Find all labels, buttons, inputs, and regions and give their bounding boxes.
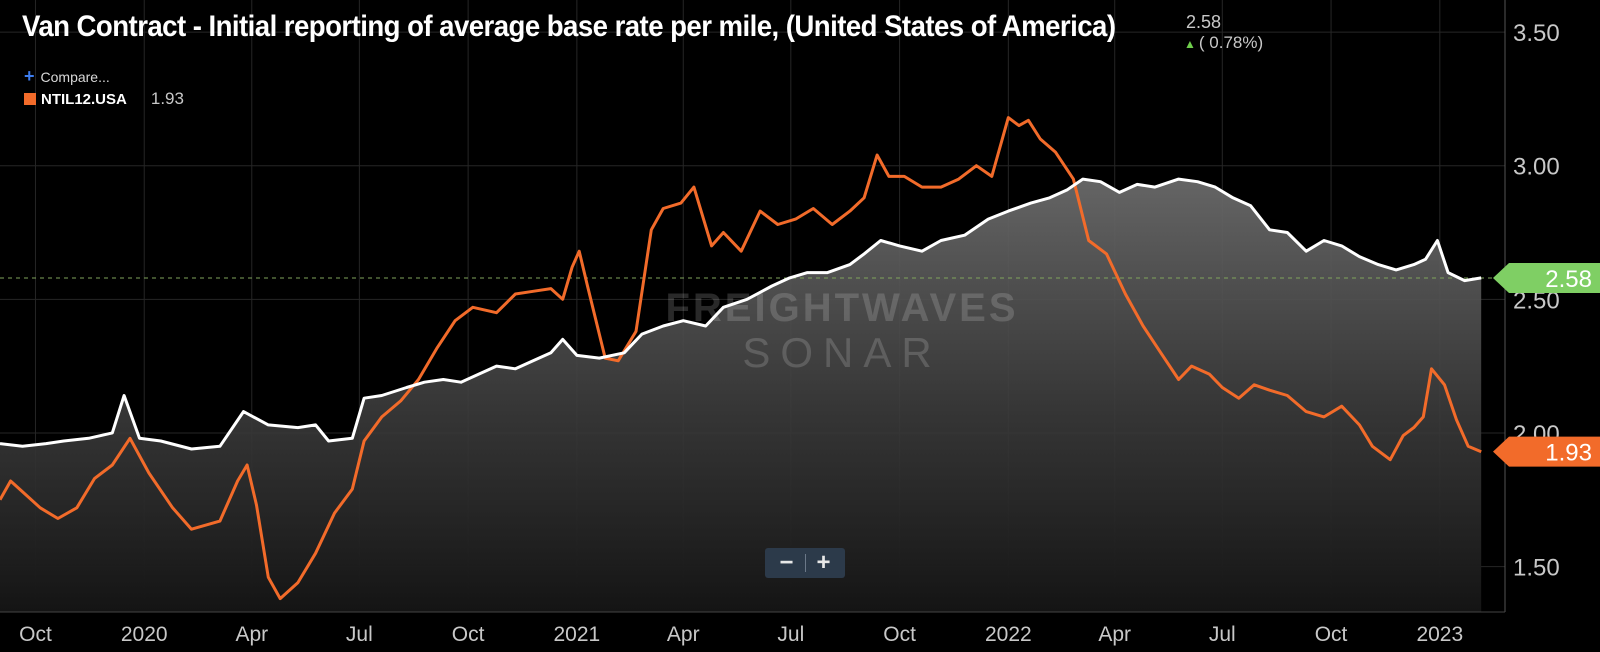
x-tick-label: 2022 (985, 623, 1032, 646)
series-line-ntil12 (0, 116, 1482, 601)
x-tick-label: Oct (452, 623, 485, 646)
series-lines (0, 116, 1482, 601)
x-tick-label: Oct (883, 623, 916, 646)
arrow-up-icon: ▲ (1184, 37, 1196, 51)
current-value: 2.58 (1186, 12, 1222, 32)
x-tick-label: Jul (777, 623, 804, 646)
x-tick-label: Oct (19, 623, 52, 646)
zoom-separator (804, 554, 806, 572)
badge-label: 1.93 (1545, 440, 1592, 467)
badge-compare-value: 1.93 (1493, 436, 1600, 467)
y-tick-label: 3.50 (1513, 20, 1560, 47)
plus-icon: + (24, 66, 35, 86)
x-axis: Oct 2020 Apr Jul Oct 2021 Apr Jul Oct 2022 Apr Jul O… (0, 611, 1505, 646)
zoom-out-button[interactable]: − (779, 549, 794, 576)
chart-title: Van Contract - Initial reporting of aver… (22, 10, 1116, 43)
x-tick-label: 2021 (554, 623, 601, 646)
y-tick-label: 1.50 (1513, 555, 1560, 582)
y-axis: 1.502.002.503.003.50 (1504, 0, 1560, 612)
main-series-area-group (0, 179, 1482, 612)
badge-main-value: 2.58 (1493, 262, 1600, 293)
y-tick-label: 3.00 (1513, 154, 1560, 181)
main-series-area (0, 179, 1482, 612)
legend-ticker: NTIL12.USA (41, 91, 127, 108)
x-tick-label: Oct (1315, 623, 1348, 646)
compare-label: Compare... (40, 69, 110, 85)
change-percent: ( 0.78%) (1198, 33, 1264, 52)
compare-button[interactable]: + Compare... (24, 66, 110, 87)
legend-item-ntil12[interactable]: NTIL12.USA 1.93 (24, 89, 184, 109)
badge-shape (1493, 262, 1600, 293)
badge-shape (1493, 436, 1600, 467)
change-indicator: ▲( 0.78%) (1184, 33, 1263, 53)
x-tick-label: 2020 (121, 623, 168, 646)
legend-value: 1.93 (150, 89, 184, 108)
value-badges: 2.58 1.93 (1493, 262, 1600, 467)
x-tick-label: Jul (1209, 623, 1236, 646)
x-tick-label: Jul (346, 623, 373, 646)
badge-label: 2.58 (1545, 266, 1592, 293)
x-tick-label: Apr (1098, 623, 1131, 646)
zoom-in-button[interactable]: + (816, 549, 831, 576)
x-tick-label: Apr (667, 623, 700, 646)
x-tick-label: Apr (235, 623, 268, 646)
series-line-van-contract (0, 177, 1482, 451)
legend-swatch (24, 93, 36, 105)
x-tick-label: 2023 (1416, 623, 1463, 646)
zoom-controls: − + (765, 548, 845, 578)
